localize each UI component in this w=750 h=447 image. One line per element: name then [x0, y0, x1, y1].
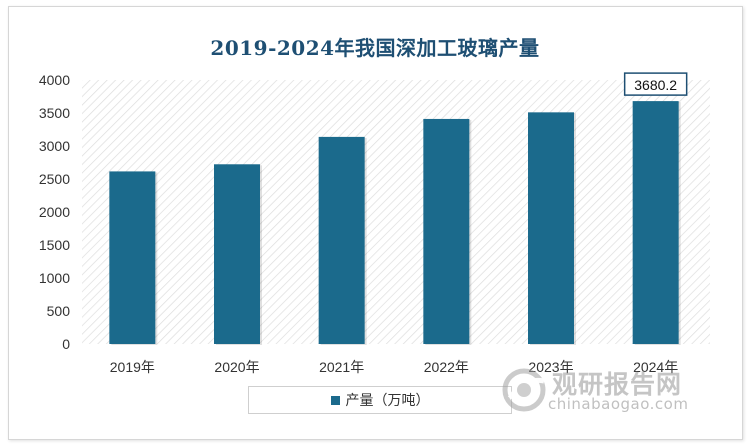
- y-tick-label: 1000: [39, 270, 70, 286]
- x-tick-label: 2022年: [424, 359, 469, 375]
- x-tick-label: 2020年: [214, 359, 259, 375]
- watermark: 观研报告网 chinabaogao.com: [496, 364, 708, 416]
- legend: 产量（万吨）: [248, 386, 512, 414]
- bar: [318, 136, 365, 344]
- x-tick-label: 2021年: [319, 359, 364, 375]
- plot-area-background: [82, 80, 710, 344]
- bar-series: [109, 101, 681, 345]
- y-tick-label: 500: [47, 303, 71, 319]
- legend-label: 产量（万吨）: [345, 393, 430, 409]
- chart-title: 2019-2024年我国深加工玻璃产量: [210, 36, 540, 60]
- x-tick-label: 2024年: [633, 359, 678, 375]
- bar: [109, 171, 156, 344]
- y-tick-label: 2000: [39, 204, 70, 220]
- data-labels: 3680.2: [623, 72, 688, 96]
- legend-swatch: [330, 395, 340, 405]
- y-tick-label: 3000: [39, 138, 70, 154]
- x-tick-label: 2019年: [110, 359, 155, 375]
- watermark-brand-cn: 观研报告网: [552, 370, 683, 399]
- bar: [528, 112, 574, 344]
- y-tick-label: 1500: [39, 237, 70, 253]
- y-tick-label: 4000: [39, 72, 70, 88]
- y-tick-label: 3500: [39, 105, 70, 121]
- bar: [214, 164, 260, 344]
- y-axis: 0 500 1000 1500 2000 2500 3000 3500 4000: [39, 72, 70, 352]
- y-tick-label: 0: [62, 336, 70, 352]
- data-label: 3680.2: [634, 77, 677, 93]
- bar: [632, 101, 679, 344]
- y-tick-label: 2500: [39, 171, 70, 187]
- data-label-box: [623, 72, 688, 96]
- x-axis: 2019年 2020年 2021年 2022年 2023年 2024年: [110, 359, 678, 375]
- watermark-brand-en: chinabaogao.com: [548, 395, 689, 413]
- x-tick-label: 2023年: [528, 359, 573, 375]
- bar: [423, 118, 470, 344]
- watermark-logo-icon: [502, 368, 546, 412]
